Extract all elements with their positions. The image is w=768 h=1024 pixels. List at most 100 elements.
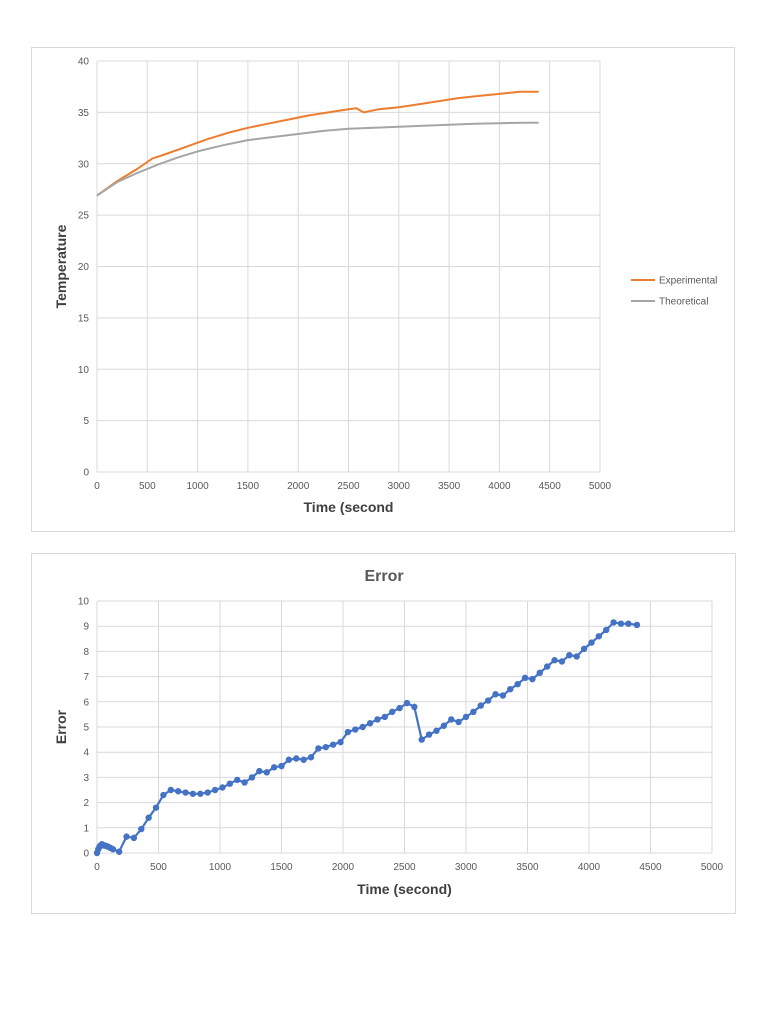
- error-chart: 0 500 1000 1500 2000 2500 3000 3500 4000 4500 5000…: [31, 553, 736, 914]
- temperature-chart-svg: 0 500 1000 1500 2000 2500 3000 3500 4000 4500 5000…: [53, 57, 717, 516]
- gridlines: [96, 600, 713, 854]
- data-point: [403, 699, 411, 707]
- y-tick-label: 15: [78, 313, 90, 324]
- series-line-experimental: [96, 90, 539, 197]
- data-point: [270, 764, 278, 771]
- data-point: [411, 703, 418, 711]
- data-point: [241, 779, 248, 786]
- data-point: [366, 720, 374, 727]
- data-point: [174, 788, 182, 795]
- data-point: [109, 846, 117, 853]
- data-point: [396, 704, 403, 712]
- x-tick-label: 4000: [488, 481, 511, 492]
- data-point: [499, 692, 507, 699]
- x-tick-label: 1500: [237, 481, 260, 492]
- data-point: [381, 713, 389, 721]
- y-tick-label: 3: [83, 773, 89, 784]
- series-line-error: [95, 621, 638, 854]
- data-point: [418, 736, 425, 743]
- data-point: [359, 723, 366, 731]
- legend-label: Experimental: [659, 276, 717, 287]
- x-tick-label: 3000: [455, 862, 478, 873]
- y-tick-label: 6: [83, 697, 89, 708]
- data-point: [551, 657, 558, 664]
- data-point: [322, 743, 329, 751]
- data-point: [492, 691, 499, 698]
- x-tick-label: 2500: [393, 862, 416, 873]
- data-point: [521, 674, 529, 682]
- data-point: [558, 658, 566, 665]
- data-point: [285, 756, 293, 763]
- x-tick-label: 0: [94, 481, 100, 492]
- data-point: [455, 718, 462, 726]
- data-point: [189, 790, 197, 797]
- x-tick-label: 2000: [287, 481, 310, 492]
- x-tick-label: 500: [150, 862, 167, 873]
- data-point: [543, 663, 551, 670]
- data-point: [625, 620, 632, 627]
- data-point: [315, 745, 322, 752]
- x-tick-label: 5000: [589, 481, 612, 492]
- y-tick-label: 10: [78, 365, 90, 376]
- data-point: [234, 776, 241, 784]
- data-point: [617, 620, 625, 627]
- y-tick-label: 20: [78, 262, 90, 273]
- data-point: [470, 708, 477, 716]
- data-point: [514, 680, 521, 688]
- series-line-theoretical: [96, 121, 539, 197]
- data-point: [462, 713, 470, 721]
- data-point: [603, 626, 610, 634]
- y-tick-label: 10: [78, 597, 90, 608]
- data-point: [197, 790, 204, 797]
- data-point: [633, 621, 641, 629]
- x-axis-title: Time (second: [304, 499, 394, 515]
- data-point: [160, 791, 167, 799]
- data-point: [484, 697, 492, 704]
- chart-title: Error: [364, 568, 403, 585]
- data-point: [566, 651, 573, 659]
- data-point: [529, 675, 536, 683]
- data-point: [123, 833, 130, 840]
- x-tick-label: 4000: [578, 862, 601, 873]
- data-point: [477, 702, 484, 709]
- y-tick-label: 40: [78, 57, 90, 68]
- data-point: [167, 786, 174, 794]
- data-point: [211, 786, 219, 794]
- y-axis-title: Temperature: [53, 224, 69, 308]
- data-point: [307, 754, 315, 761]
- data-point: [337, 738, 344, 746]
- data-point: [152, 804, 160, 811]
- data-point: [248, 774, 256, 781]
- data-point: [352, 726, 359, 733]
- data-point: [263, 769, 270, 776]
- data-point: [182, 789, 189, 796]
- data-point: [138, 825, 145, 833]
- data-point: [588, 639, 595, 646]
- data-point: [507, 686, 514, 693]
- data-point: [329, 741, 337, 748]
- data-point: [226, 780, 234, 787]
- data-point: [145, 814, 152, 821]
- data-point: [204, 789, 211, 796]
- x-tick-label: 3500: [438, 481, 461, 492]
- y-tick-label: 9: [83, 622, 89, 633]
- data-point: [115, 848, 123, 855]
- data-point: [610, 619, 617, 626]
- y-tick-label: 35: [78, 108, 90, 119]
- data-point: [300, 756, 307, 763]
- x-tick-label: 5000: [701, 862, 724, 873]
- y-tick-label: 4: [83, 748, 89, 759]
- data-point: [374, 716, 381, 723]
- x-tick-label: 3500: [516, 862, 539, 873]
- temperature-chart: 0 500 1000 1500 2000 2500 3000 3500 4000 4500 5000…: [31, 47, 735, 532]
- x-tick-label: 0: [94, 862, 100, 873]
- x-axis-title: Time (second): [357, 881, 452, 897]
- data-point: [278, 762, 285, 770]
- data-point: [573, 653, 580, 660]
- x-tick-label: 4500: [639, 862, 662, 873]
- y-tick-label: 25: [78, 211, 90, 222]
- data-point: [389, 708, 396, 716]
- data-point: [536, 669, 543, 677]
- y-axis-title: Error: [53, 709, 69, 744]
- y-tick-label: 2: [83, 798, 89, 809]
